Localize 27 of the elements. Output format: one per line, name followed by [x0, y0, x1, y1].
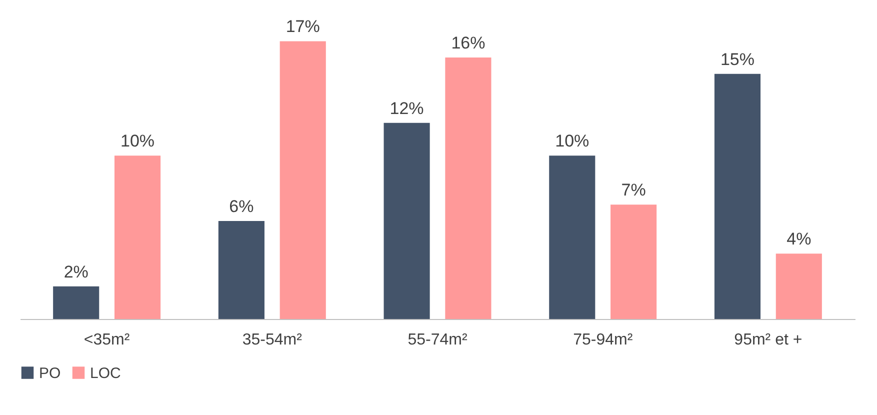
bar	[280, 41, 326, 319]
x-tick-label: <35m²	[84, 332, 130, 348]
data-label: 10%	[555, 132, 590, 151]
bar	[549, 156, 596, 319]
data-label: 10%	[120, 132, 155, 151]
legend-label: PO	[39, 364, 61, 382]
x-tick-label: 95m² et +	[734, 332, 802, 348]
bar	[610, 204, 657, 319]
bar	[776, 254, 822, 319]
bar	[53, 286, 100, 319]
data-label: 12%	[390, 98, 424, 118]
bar	[714, 74, 761, 319]
x-tick-label: 35-54m²	[242, 332, 303, 348]
bar	[445, 58, 492, 319]
data-label: 16%	[451, 34, 486, 53]
x-tick-label: 55-74m²	[408, 332, 468, 348]
bar	[384, 122, 430, 319]
data-label: 4%	[786, 230, 812, 249]
bar	[114, 156, 161, 319]
data-label: 2%	[64, 262, 88, 282]
data-label: 7%	[621, 180, 646, 200]
legend-label: LOC	[90, 364, 122, 382]
x-tick-label: 75-94m²	[573, 332, 634, 348]
data-label: 17%	[286, 17, 320, 36]
bar	[218, 220, 264, 319]
data-label: 6%	[229, 196, 254, 216]
data-label: 15%	[720, 50, 754, 69]
